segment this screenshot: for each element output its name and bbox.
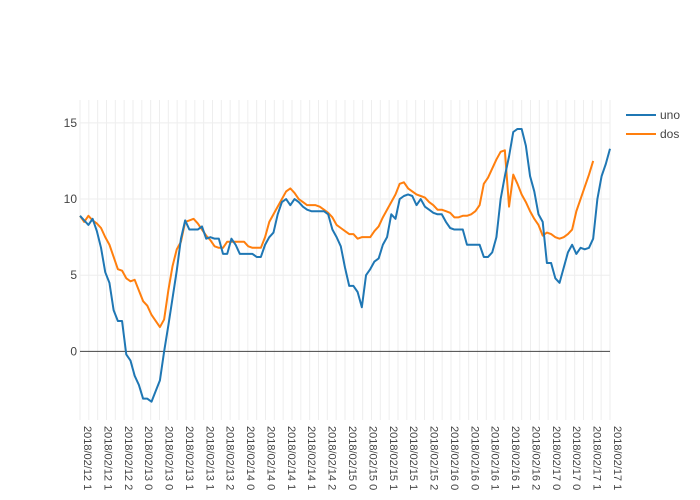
x-tick-label: 2018/02/14 0	[244, 426, 256, 490]
x-tick-label: 2018/02/16 2	[529, 426, 541, 490]
y-tick-label: 10	[64, 192, 78, 206]
y-tick-label: 5	[70, 268, 77, 282]
x-tick-label: 2018/02/17 1	[591, 426, 603, 490]
x-tick-label: 2018/02/14 2	[326, 426, 338, 490]
x-tick-label: 2018/02/13 1	[203, 426, 215, 490]
legend-item-uno[interactable]: uno	[626, 108, 680, 122]
x-tick-label: 2018/02/17 1	[611, 426, 623, 490]
x-tick-label: 2018/02/13 0	[142, 426, 154, 490]
x-tick-label: 2018/02/15 1	[407, 426, 419, 490]
x-tick-label: 2018/02/15 2	[428, 426, 440, 490]
x-gridlines	[79, 100, 611, 420]
x-tick-label: 2018/02/16 0	[468, 426, 480, 490]
x-tick-label: 2018/02/13 1	[183, 426, 195, 490]
x-tick-label: 2018/02/12 1	[81, 426, 93, 490]
x-tick-label: 2018/02/16 0	[448, 426, 460, 490]
x-tick-label: 2018/02/12 1	[101, 426, 113, 490]
series-lines	[79, 127, 611, 403]
legend[interactable]: uno dos	[626, 108, 680, 141]
x-tick-label: 2018/02/13 0	[163, 426, 175, 490]
x-tick-label: 2018/02/16 1	[489, 426, 501, 490]
x-tick-label: 2018/02/15 1	[387, 426, 399, 490]
legend-label: dos	[660, 127, 679, 141]
x-tick-label: 2018/02/14 0	[264, 426, 276, 490]
series-line-uno	[79, 127, 611, 403]
y-tick-label: 15	[64, 116, 78, 130]
x-axis-ticks: 2018/02/12 1 2018/02/12 1 2018/02/12 2 2018…	[81, 426, 623, 490]
x-tick-label: 2018/02/17 0	[570, 426, 582, 490]
x-tick-label: 2018/02/14 1	[285, 426, 297, 490]
x-tick-label: 2018/02/13 2	[224, 426, 236, 490]
x-tick-label: 2018/02/16 1	[509, 426, 521, 490]
x-tick-label: 2018/02/12 2	[122, 426, 134, 490]
y-gridlines	[80, 122, 610, 352]
x-tick-label: 2018/02/15 0	[346, 426, 358, 490]
x-tick-label: 2018/02/15 0	[366, 426, 378, 490]
legend-item-dos[interactable]: dos	[626, 127, 679, 141]
legend-label: uno	[660, 108, 680, 122]
y-axis-ticks: 0 5 10 15	[64, 116, 78, 359]
y-tick-label: 0	[70, 344, 77, 358]
series-line-dos	[79, 149, 595, 329]
x-tick-label: 2018/02/17 0	[550, 426, 562, 490]
x-tick-label: 2018/02/14 1	[305, 426, 317, 490]
